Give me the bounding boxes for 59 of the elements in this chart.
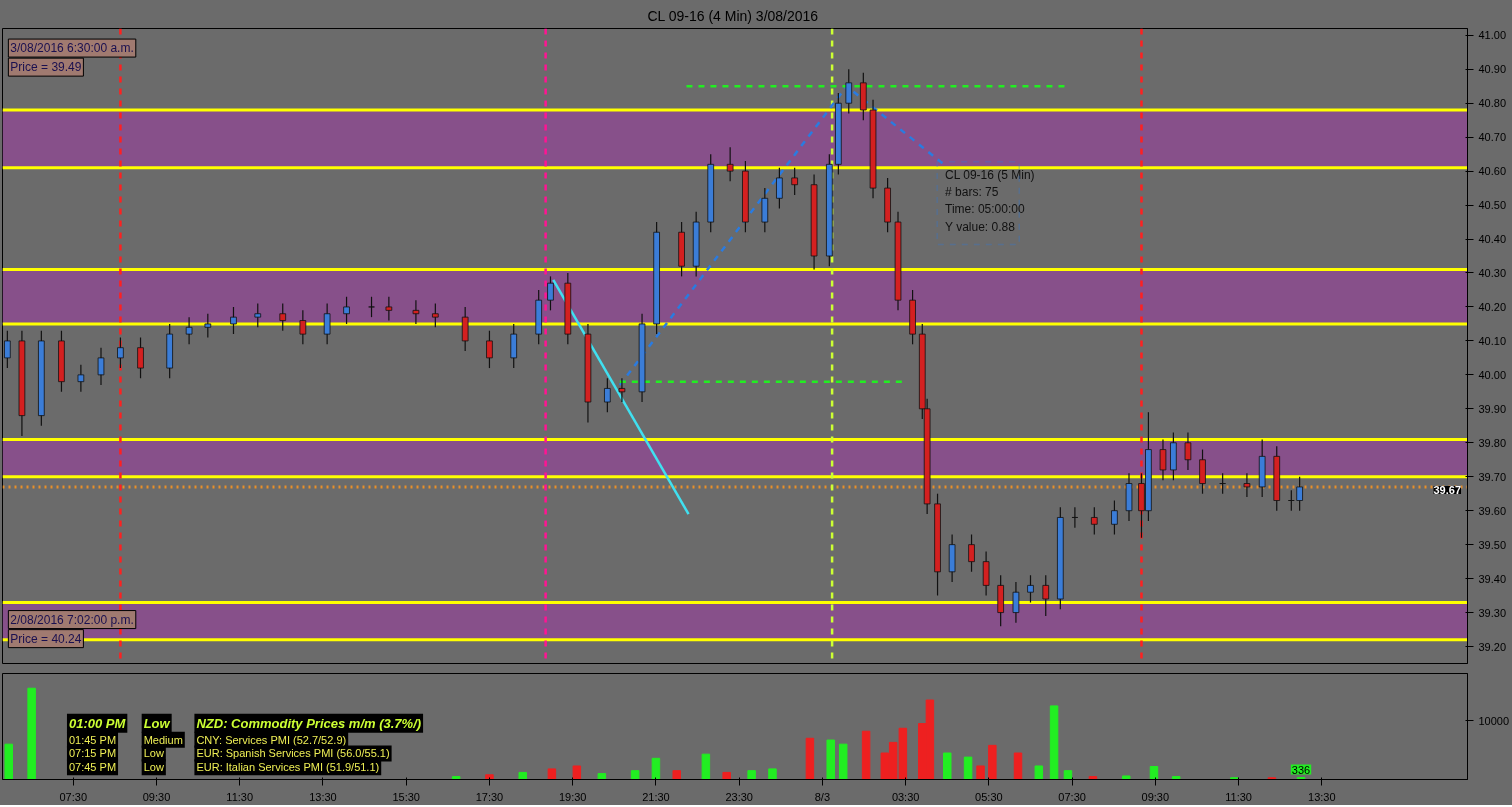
x-tick-label: 13:30 [309, 790, 337, 803]
annotation: # bars: 75 [945, 185, 999, 200]
y-tick-label: 39.30 [1478, 606, 1507, 619]
y-tick-label: 40.10 [1478, 334, 1507, 347]
y-tick-label: 40.20 [1478, 300, 1507, 313]
annotation: NZD: Commodity Prices m/m (3.7%/) [196, 715, 422, 731]
y-tick-label: 40.80 [1478, 97, 1507, 110]
y-tick-label: 39.50 [1478, 538, 1507, 551]
annotation: Medium [143, 733, 183, 746]
annotation: Low [143, 761, 164, 774]
y-tick-label: 40.60 [1478, 165, 1507, 178]
annotation: 07:15 PM [68, 747, 117, 760]
annotation: Price = 40.24 [10, 631, 82, 646]
chart-title: CL 09-16 (4 Min) 3/08/2016 [647, 7, 819, 24]
y-tick-label: 39.40 [1478, 572, 1507, 585]
data-label: 336 [1291, 763, 1311, 776]
annotation: EUR: Italian Services PMI (51.9/51.1) [196, 761, 380, 774]
annotation: Low [143, 715, 171, 731]
annotation: Low [143, 747, 164, 760]
y-tick-label: 41.00 [1478, 29, 1507, 42]
annotation: 01:45 PM [68, 733, 117, 746]
x-tick-label: 11:30 [1225, 790, 1252, 803]
y-tick-label: 40.40 [1478, 233, 1507, 246]
x-tick-label: 07:30 [59, 790, 88, 803]
y-tick-label: 39.70 [1478, 470, 1507, 483]
x-tick-label: 19:30 [558, 790, 587, 803]
x-tick-label: 23:30 [725, 790, 753, 803]
y-tick-label: 40.30 [1478, 266, 1507, 279]
annotation: Time: 05:00:00 [945, 202, 1025, 217]
ref-line-label: 39.67 [1433, 483, 1462, 496]
x-tick-label: 07:30 [1058, 790, 1086, 803]
annotation: CL 09-16 (5 Min) [945, 168, 1035, 183]
annotation: 2/08/2016 7:02:00 p.m. [10, 612, 134, 627]
x-tick-label: 15:30 [392, 790, 420, 803]
x-tick-label: 09:30 [1141, 790, 1170, 803]
x-tick-label: 8/3 [814, 790, 831, 803]
annotation: CNY: Services PMI (52.7/52.9) [196, 733, 347, 746]
y-tick-label: 39.90 [1478, 402, 1507, 415]
x-tick-label: 11:30 [226, 790, 254, 803]
annotation: 07:45 PM [68, 761, 117, 774]
y-tick-label: 40.70 [1478, 131, 1507, 144]
x-tick-label: 09:30 [142, 790, 171, 803]
x-tick-label: 05:30 [975, 790, 1003, 803]
y-tick-label: 39.20 [1478, 640, 1507, 653]
y-tick-label: 40.90 [1478, 63, 1507, 76]
annotation: Price = 39.49 [10, 60, 82, 75]
annotation: EUR: Spanish Services PMI (56.0/55.1) [196, 747, 390, 760]
y-tick-label: 40.50 [1478, 199, 1507, 212]
annotation: 3/08/2016 6:30:00 a.m. [10, 41, 134, 56]
x-tick-label: 03:30 [891, 790, 920, 803]
y-tick-label: 40.00 [1478, 368, 1507, 381]
annotation: 01:00 PM [68, 715, 127, 731]
y-tick-label: 10000 [1478, 714, 1510, 727]
y-tick-label: 39.80 [1478, 436, 1507, 449]
x-tick-label: 13:30 [1308, 790, 1336, 803]
annotation: Y value: 0.88 [945, 219, 1016, 234]
y-tick-label: 39.60 [1478, 504, 1507, 517]
x-tick-label: 21:30 [642, 790, 670, 803]
x-tick-label: 17:30 [475, 790, 504, 803]
